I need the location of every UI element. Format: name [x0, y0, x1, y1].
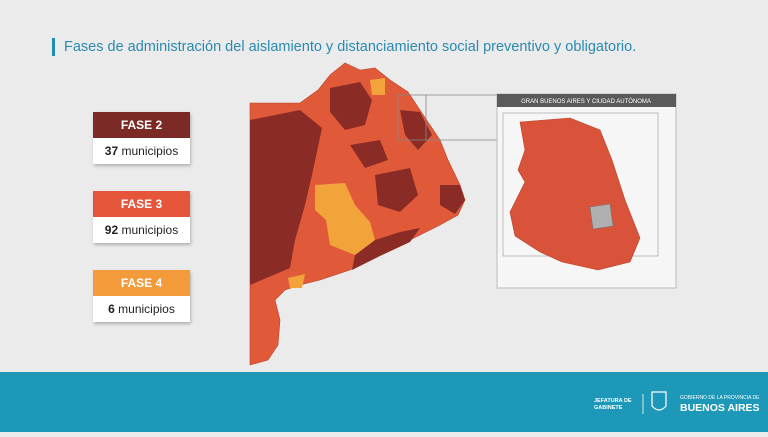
count: 92: [104, 223, 119, 237]
phase2-region: [440, 185, 465, 214]
footer-band: JEFATURA DE GABINETE GOBIERNO DE LA PROV…: [0, 372, 768, 432]
slide-title: Fases de administración del aislamiento …: [52, 38, 636, 56]
count: 6: [108, 302, 115, 316]
legend-count: 37 municipios: [93, 138, 190, 164]
legend-label: FASE 4: [93, 270, 190, 296]
phase2-region: [352, 228, 420, 270]
legend-card: FASE 2 37 municipios: [93, 112, 190, 164]
caba: [589, 203, 614, 230]
legend-label: FASE 3: [93, 191, 190, 217]
count: 37: [104, 144, 119, 158]
unit: municipios: [121, 144, 179, 158]
legend-count: 6 municipios: [93, 296, 190, 322]
phase4-region: [315, 183, 375, 255]
legend-count: 92 municipios: [93, 217, 190, 243]
inset-title: GRAN BUENOS AIRES Y CIUDAD AUTÓNOMA: [521, 98, 651, 105]
phase4-region: [288, 274, 305, 288]
shield-icon: [651, 391, 667, 411]
map-area: GRAN BUENOS AIRES Y CIUDAD AUTÓNOMA: [249, 62, 677, 366]
logo-text: JEFATURA DE: [594, 398, 632, 404]
phase2-region: [250, 110, 322, 285]
phase4-region: [370, 78, 385, 95]
unit: municipios: [118, 302, 175, 316]
logo-text: GABINETE: [594, 405, 623, 411]
legend-card: FASE 4 6 municipios: [93, 270, 190, 322]
logo-text: GOBIERNO DE LA PROVINCIA DE: [680, 395, 760, 401]
phase2-region: [375, 168, 418, 212]
logo-text: BUENOS AIRES: [680, 402, 760, 414]
inset-header: [497, 94, 676, 107]
legend-card: FASE 3 92 municipios: [93, 191, 190, 243]
unit: municipios: [121, 223, 179, 237]
phase2-region: [330, 82, 372, 130]
footer-logos: JEFATURA DE GABINETE GOBIERNO DE LA PROV…: [594, 391, 760, 414]
zoom-box: [397, 94, 427, 141]
inset-map: [509, 117, 641, 271]
phase2-region: [350, 140, 388, 168]
legend-label: FASE 2: [93, 112, 190, 138]
